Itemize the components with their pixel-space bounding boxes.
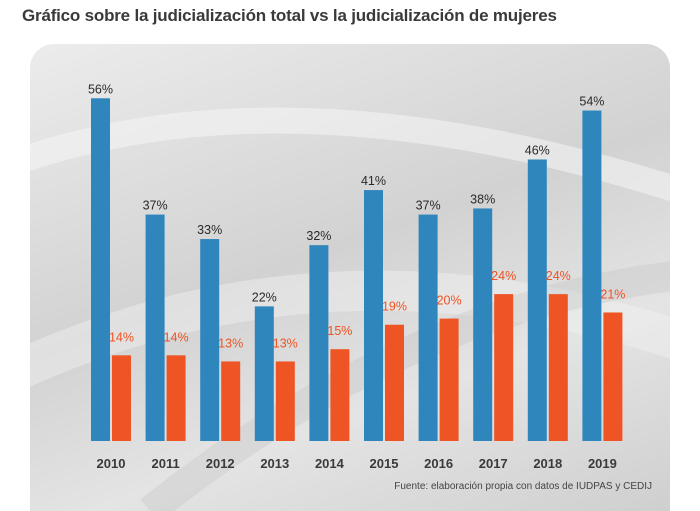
data-label-total-2016: 37% xyxy=(416,199,441,213)
bar-mujeres-2017 xyxy=(494,294,514,441)
data-label-mujeres-2016: 20% xyxy=(437,294,462,308)
x-tick-label-2019: 2019 xyxy=(588,456,617,471)
x-tick-label-2011: 2011 xyxy=(151,456,179,471)
x-tick-label-2015: 2015 xyxy=(370,456,399,471)
bar-mujeres-2019 xyxy=(603,312,623,441)
bar-total-2013 xyxy=(254,306,274,441)
data-label-mujeres-2013: 13% xyxy=(273,336,298,350)
bar-mujeres-2010 xyxy=(112,355,131,441)
source-note: Fuente: elaboración propia con datos de … xyxy=(394,481,652,492)
data-label-total-2011: 37% xyxy=(143,199,168,213)
bar-mujeres-2015 xyxy=(385,324,404,441)
bar-total-2016 xyxy=(418,214,438,441)
data-label-mujeres-2018: 24% xyxy=(546,269,571,283)
bar-total-2017 xyxy=(473,208,493,441)
data-label-total-2013: 22% xyxy=(252,290,277,304)
bar-mujeres-2013 xyxy=(275,361,295,441)
bar-mujeres-2016 xyxy=(439,318,459,441)
data-label-total-2015: 41% xyxy=(361,174,386,188)
bar-total-2018 xyxy=(527,159,547,442)
bar-mujeres-2012 xyxy=(221,361,241,441)
bar-mujeres-2014 xyxy=(330,349,350,441)
bar-mujeres-2018 xyxy=(548,294,568,441)
data-label-total-2012: 33% xyxy=(197,223,222,237)
bar-total-2015 xyxy=(364,190,383,441)
bar-total-2011 xyxy=(145,214,165,441)
x-tick-label-2017: 2017 xyxy=(479,456,508,471)
data-label-mujeres-2015: 19% xyxy=(382,300,407,314)
data-label-total-2010: 56% xyxy=(88,82,113,96)
data-label-mujeres-2011: 14% xyxy=(164,330,189,344)
data-label-mujeres-2019: 21% xyxy=(600,287,625,301)
data-label-mujeres-2014: 15% xyxy=(327,324,352,338)
bar-total-2010 xyxy=(91,98,110,441)
data-label-total-2017: 38% xyxy=(470,192,495,206)
chart-title: Gráfico sobre la judicialización total v… xyxy=(22,6,557,25)
bar-total-2019 xyxy=(582,110,602,442)
data-label-mujeres-2017: 24% xyxy=(491,269,516,283)
x-tick-label-2014: 2014 xyxy=(315,456,345,471)
bar-total-2012 xyxy=(200,239,220,441)
bar-mujeres-2011 xyxy=(166,355,186,441)
data-label-total-2014: 32% xyxy=(306,229,331,243)
x-tick-label-2010: 2010 xyxy=(97,456,126,471)
data-label-mujeres-2010: 14% xyxy=(109,330,134,344)
x-tick-label-2013: 2013 xyxy=(260,456,289,471)
data-label-mujeres-2012: 13% xyxy=(218,336,243,350)
data-label-total-2019: 54% xyxy=(579,95,604,109)
x-tick-label-2016: 2016 xyxy=(424,456,453,471)
x-tick-label-2012: 2012 xyxy=(206,456,235,471)
bar-total-2014 xyxy=(309,245,329,441)
data-label-total-2018: 46% xyxy=(525,143,550,157)
x-tick-label-2018: 2018 xyxy=(533,456,562,471)
